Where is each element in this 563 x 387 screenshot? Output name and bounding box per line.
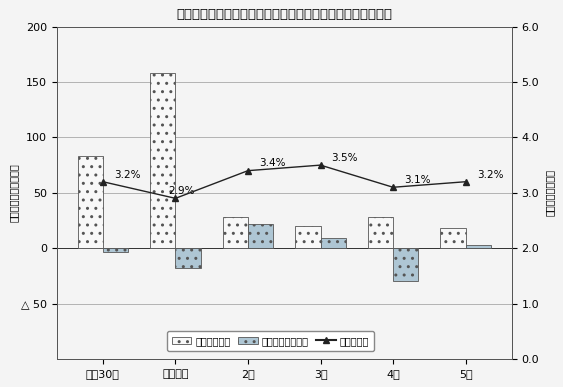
Bar xyxy=(78,156,103,248)
Text: 3.4%: 3.4% xyxy=(259,159,285,168)
Text: 3.2%: 3.2% xyxy=(114,170,141,180)
Title: 就業者・完全失業者の増減数（対前年）と完全失業率の推移: 就業者・完全失業者の増減数（対前年）と完全失業率の推移 xyxy=(176,9,392,21)
Bar xyxy=(176,248,201,268)
Bar xyxy=(466,245,491,248)
Text: 3.5%: 3.5% xyxy=(332,153,358,163)
Bar xyxy=(440,228,466,248)
Text: 2.9%: 2.9% xyxy=(168,186,195,196)
Bar xyxy=(103,248,128,252)
Bar xyxy=(295,226,320,248)
Bar xyxy=(248,224,274,248)
Bar xyxy=(320,238,346,248)
Legend: 就業者増減数, 完全失業者増減数, 完全失業率: 就業者増減数, 完全失業者増減数, 完全失業率 xyxy=(167,331,374,351)
Y-axis label: 対前年増減数（千人）: 対前年増減数（千人） xyxy=(8,163,19,222)
Bar xyxy=(393,248,418,281)
Text: 3.2%: 3.2% xyxy=(477,170,503,180)
Text: 3.1%: 3.1% xyxy=(404,175,431,185)
Bar xyxy=(150,73,176,248)
Bar xyxy=(368,217,393,248)
Y-axis label: 完全失業率（％）: 完全失業率（％） xyxy=(544,169,555,216)
Bar xyxy=(222,217,248,248)
